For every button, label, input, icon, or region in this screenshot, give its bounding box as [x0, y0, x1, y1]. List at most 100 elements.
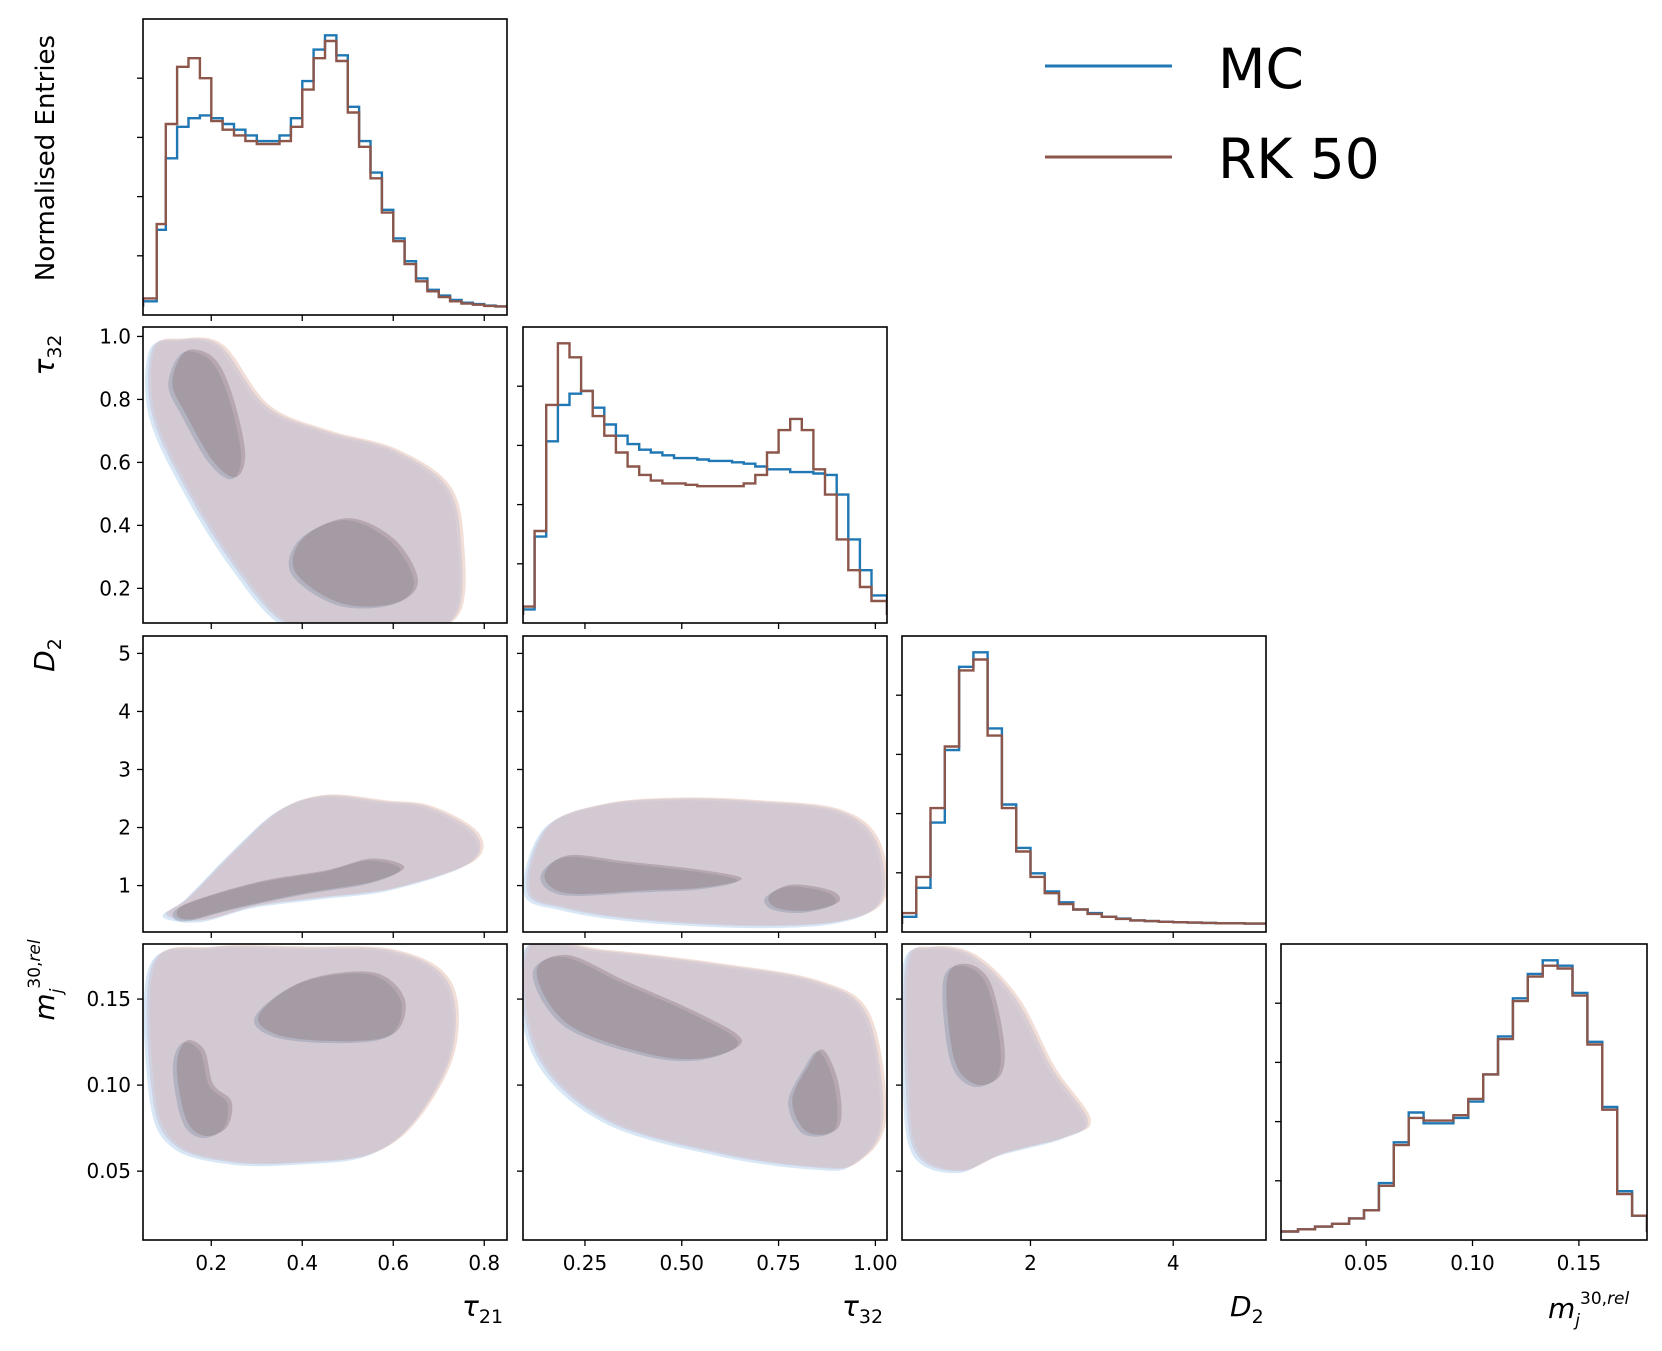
contour-inner-mc-0: [540, 856, 738, 897]
contour-inner-rk50-1: [258, 971, 406, 1042]
hist-mj-rk-50: [1281, 964, 1647, 1233]
panel-3-0: 0.05 0.10 0.15 0.2 0.4 0.6 0.8: [86, 943, 508, 1275]
panel-content-0-0: [143, 34, 507, 308]
contour-inner-rk50-1: [768, 884, 841, 912]
hist-mj-mc: [1281, 959, 1647, 1233]
contour-inner-mc-1: [254, 973, 402, 1044]
contour-inner-rk50-1: [292, 518, 418, 607]
panel-frame: [1280, 943, 1648, 1241]
hist-tau21-mc: [143, 34, 507, 308]
xtick-label-tau21: 0.2: [195, 1251, 227, 1275]
panel-1-0: 0.2 0.4 0.6 0.8 1.0: [99, 324, 508, 629]
contour-inner-mc-0: [532, 956, 738, 1062]
xtick-label-mj: 0.10: [1450, 1251, 1495, 1275]
panel-content-3-3: [1281, 959, 1647, 1233]
xtick-label-tau32: 0.25: [563, 1251, 608, 1275]
panel-content-2-0: [162, 794, 484, 923]
contour-inner-rk50-1: [792, 1049, 842, 1135]
panel-content-3-0: [143, 945, 459, 1167]
contour-inner-mc-1: [288, 520, 414, 609]
panel-frame: [522, 943, 888, 1241]
svg-text:mj30,rel: mj30,rel: [1548, 1289, 1630, 1331]
ytick-label-mj: 0.10: [86, 1073, 131, 1097]
panel-content-2-1: [523, 797, 887, 929]
contour-inner-rk50-0: [946, 963, 1005, 1086]
xtick-label-tau32: 0.50: [660, 1251, 705, 1275]
contour-outer-overlap: [165, 795, 481, 921]
xtick-label-tau21: 0.6: [377, 1251, 409, 1275]
panel-2-1: [517, 635, 888, 938]
panel-content-2-2: [902, 651, 1266, 925]
panel-3-3: 0.05 0.10 0.15: [1275, 943, 1648, 1275]
panel-0-0: [137, 18, 508, 321]
panel-frame: [142, 326, 508, 624]
panel-frame: [901, 635, 1267, 933]
panel-frame: [522, 635, 888, 933]
svg-text:τ21: τ21: [462, 1290, 503, 1328]
xtick-label-tau21: 0.4: [286, 1251, 318, 1275]
panel-content-1-0: [145, 337, 466, 623]
legend-label-mc: MC: [1218, 37, 1304, 101]
ytick-label-D2: 4: [118, 699, 131, 723]
legend-label-rk50: RK 50: [1218, 127, 1380, 191]
panel-1-1: [517, 326, 888, 629]
ytick-label-mj: 0.15: [86, 987, 131, 1011]
contour-outer-overlap: [146, 946, 456, 1165]
ylabel-mj: mj30,rel: [25, 939, 67, 1021]
ytick-label-mj: 0.05: [86, 1159, 131, 1183]
panel-content-3-2: [902, 945, 1091, 1174]
xtick-label-tau32: 1.00: [853, 1251, 898, 1275]
panel-frame: [142, 635, 508, 933]
ylabel-normalised-entries: Normalised Entries: [31, 35, 61, 281]
hist-D2-mc: [902, 651, 1266, 925]
panel-content-3-1: [523, 944, 887, 1171]
contour-inner-rk50-0: [176, 1040, 233, 1137]
legend: MC RK 50: [1045, 37, 1380, 191]
contour-inner-mc-0: [172, 1042, 229, 1139]
xtick-label-tau32: 0.75: [756, 1251, 801, 1275]
contour-inner-mc-1: [788, 1051, 838, 1137]
ytick-label-tau32: 0.8: [99, 387, 131, 411]
xtick-label-tau21: 0.8: [468, 1251, 500, 1275]
contour-inner-rk50-0: [172, 349, 246, 478]
contour-outer-overlap: [148, 338, 463, 623]
svg-text:τ32: τ32: [842, 1290, 883, 1328]
hist-D2-rk-50: [902, 658, 1266, 925]
contour-outer-overlap: [903, 946, 1088, 1172]
xlabel-tau32: τ32: [842, 1290, 883, 1328]
ylabel-D2: D2: [28, 638, 66, 672]
contour-inner-mc-0: [172, 860, 401, 922]
panel-3-1: 0.25 0.50 0.75 1.00: [517, 943, 898, 1275]
svg-text:D2: D2: [28, 638, 66, 672]
xlabel-mj: mj30,rel: [1548, 1289, 1630, 1331]
xlabel-D2: D2: [1230, 1290, 1264, 1328]
ytick-label-tau32: 1.0: [99, 324, 131, 348]
hist-tau32-mc: [523, 389, 887, 615]
xtick-label-D2: 4: [1167, 1251, 1180, 1275]
ytick-label-tau32: 0.6: [99, 450, 131, 474]
svg-text:τ32: τ32: [28, 334, 66, 375]
svg-text:mj30,rel: mj30,rel: [25, 939, 67, 1021]
ytick-label-tau32: 0.4: [99, 513, 131, 537]
panel-content-1-1: [523, 342, 887, 615]
panel-frame: [522, 326, 888, 624]
contour-inner-mc-1: [764, 886, 837, 914]
svg-text:D2: D2: [1230, 1290, 1264, 1328]
xtick-label-D2: 2: [1024, 1251, 1037, 1275]
xtick-label-mj: 0.15: [1557, 1251, 1602, 1275]
ytick-label-D2: 2: [118, 816, 131, 840]
panel-frame: [901, 943, 1267, 1241]
xtick-label-mj: 0.05: [1344, 1251, 1389, 1275]
hist-tau32-rk-50: [523, 342, 887, 615]
panel-frame: [142, 18, 508, 316]
contour-inner-mc-0: [168, 351, 242, 480]
ylabel-tau32: τ32: [28, 334, 66, 375]
contour-outer-overlap: [526, 798, 886, 927]
xlabel-tau21: τ21: [462, 1290, 503, 1328]
contour-inner-rk50-0: [536, 954, 742, 1060]
hist-tau21-rk-50: [143, 39, 507, 308]
ytick-label-D2: 3: [118, 757, 131, 781]
